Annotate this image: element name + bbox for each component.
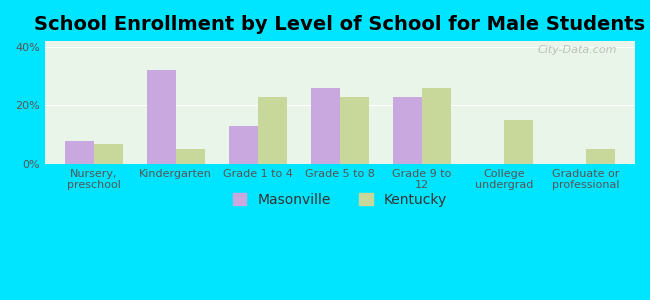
Bar bbox=[393, 97, 422, 164]
Text: City-Data.com: City-Data.com bbox=[538, 45, 618, 55]
Bar bbox=[147, 70, 176, 164]
Bar bbox=[422, 88, 450, 164]
Bar bbox=[229, 126, 258, 164]
Bar bbox=[94, 143, 122, 164]
Bar bbox=[176, 149, 205, 164]
Bar bbox=[258, 97, 287, 164]
Bar bbox=[65, 141, 94, 164]
Title: School Enrollment by Level of School for Male Students: School Enrollment by Level of School for… bbox=[34, 15, 645, 34]
Bar bbox=[586, 149, 614, 164]
Bar bbox=[340, 97, 369, 164]
Bar bbox=[504, 120, 532, 164]
Legend: Masonville, Kentucky: Masonville, Kentucky bbox=[227, 187, 452, 212]
Bar bbox=[311, 88, 340, 164]
